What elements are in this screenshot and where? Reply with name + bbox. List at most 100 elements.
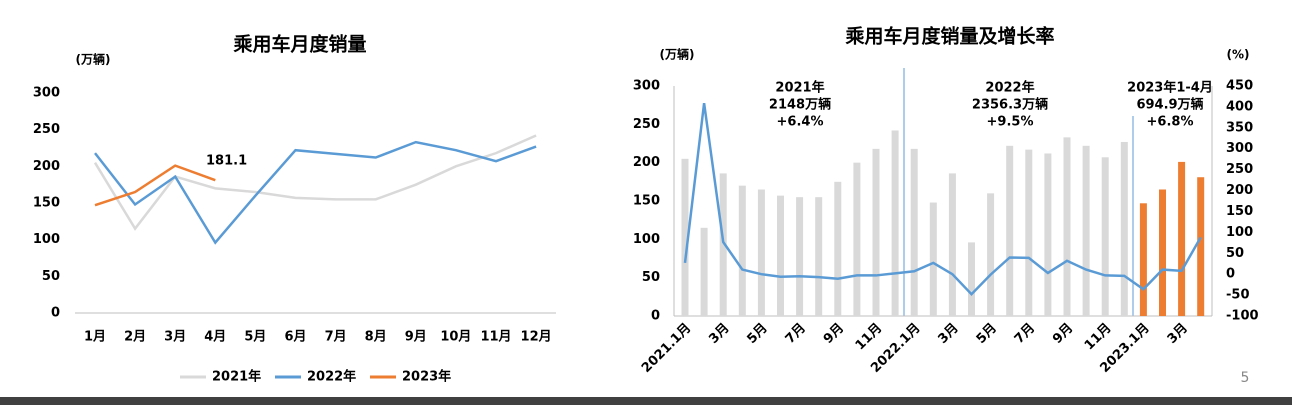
bar bbox=[853, 162, 861, 316]
annotation: 694.9万辆 bbox=[1136, 97, 1203, 113]
y2-tick-label: -100 bbox=[1226, 309, 1259, 324]
bar bbox=[968, 242, 975, 316]
bar bbox=[1025, 149, 1033, 316]
y2-tick-label: -50 bbox=[1226, 288, 1250, 303]
bar bbox=[948, 173, 956, 316]
line bbox=[94, 140, 537, 245]
line bbox=[93, 134, 537, 231]
bar bbox=[1101, 157, 1109, 316]
y-tick-label: 200 bbox=[633, 155, 660, 170]
line bbox=[683, 102, 1202, 297]
x-tick-label: 11月 bbox=[1082, 321, 1115, 354]
x-tick-label: 7月 bbox=[1012, 321, 1038, 347]
annotation: 2023年1-4月 bbox=[1127, 80, 1213, 96]
x-tick-label: 4月 bbox=[204, 330, 226, 345]
y2-tick-label: 0 bbox=[1226, 267, 1235, 282]
x-tick-label: 11月 bbox=[853, 321, 886, 354]
chart-title: 乘用车月度销量及增长率 bbox=[844, 25, 1054, 48]
annotation: +9.5% bbox=[987, 115, 1034, 130]
x-tick-label: 8月 bbox=[365, 330, 387, 345]
legend-label: 2022年 bbox=[307, 369, 356, 385]
bar bbox=[910, 148, 918, 316]
bar bbox=[777, 195, 784, 316]
bar bbox=[1044, 153, 1052, 316]
footer-bar bbox=[0, 397, 1292, 405]
annotation: 181.1 bbox=[206, 154, 247, 169]
y-tick-label: 250 bbox=[33, 122, 60, 137]
x-tick-label: 9月 bbox=[821, 321, 847, 347]
x-tick-label: 1月 bbox=[84, 330, 106, 345]
x-tick-label: 12月 bbox=[521, 330, 552, 345]
annotation: +6.4% bbox=[777, 115, 824, 130]
bar bbox=[1120, 141, 1128, 316]
annotation: +6.8% bbox=[1147, 115, 1194, 130]
x-tick-label: 7月 bbox=[325, 330, 347, 345]
y2-tick-label: 50 bbox=[1226, 246, 1244, 261]
x-tick-label: 3月 bbox=[1165, 321, 1191, 347]
bar bbox=[1063, 137, 1071, 316]
y-axis-label: (万辆) bbox=[660, 47, 695, 62]
line bbox=[94, 164, 216, 207]
y2-tick-label: 100 bbox=[1226, 225, 1253, 240]
legend-label: 2021年 bbox=[212, 369, 261, 385]
y-tick-label: 0 bbox=[51, 306, 60, 321]
bar bbox=[738, 185, 746, 316]
x-tick-label: 3月 bbox=[164, 330, 186, 345]
bar bbox=[834, 181, 842, 316]
y-tick-label: 150 bbox=[633, 194, 660, 209]
y2-tick-label: 250 bbox=[1226, 162, 1253, 177]
bar bbox=[1139, 203, 1147, 316]
annotation: 2356.3万辆 bbox=[972, 97, 1048, 113]
legend-label: 2023年 bbox=[402, 369, 451, 385]
y2-tick-label: 200 bbox=[1226, 183, 1253, 198]
annotation: 2022年 bbox=[985, 80, 1034, 96]
x-tick-label: 6月 bbox=[284, 330, 306, 345]
y2-tick-label: 350 bbox=[1226, 120, 1253, 135]
bar bbox=[1159, 189, 1166, 316]
x-tick-label: 10月 bbox=[440, 330, 471, 345]
y-tick-label: 250 bbox=[633, 117, 660, 132]
y2-tick-label: 150 bbox=[1226, 204, 1253, 219]
x-tick-label: 9月 bbox=[405, 330, 427, 345]
bar bbox=[700, 227, 708, 316]
y-tick-label: 100 bbox=[33, 232, 60, 247]
bar bbox=[891, 130, 899, 316]
bar bbox=[1178, 161, 1186, 316]
y-tick-label: 300 bbox=[33, 86, 60, 101]
x-tick-label: 11月 bbox=[480, 330, 511, 345]
chart-title: 乘用车月度销量 bbox=[232, 33, 366, 56]
page-number: 5 bbox=[1241, 370, 1250, 386]
y2-tick-label: 400 bbox=[1226, 99, 1253, 114]
bar bbox=[1197, 177, 1205, 316]
bar bbox=[796, 197, 804, 316]
y-axis-label: (万辆) bbox=[76, 52, 111, 67]
bar bbox=[719, 173, 727, 316]
annotation: 2021年 bbox=[775, 80, 824, 96]
bar bbox=[815, 197, 823, 316]
x-tick-label: 9月 bbox=[1050, 321, 1076, 347]
y-tick-label: 50 bbox=[642, 270, 660, 285]
x-tick-label: 2月 bbox=[124, 330, 146, 345]
x-tick-label: 5月 bbox=[745, 321, 771, 347]
y-tick-label: 200 bbox=[33, 159, 60, 174]
x-tick-label: 5月 bbox=[974, 321, 1000, 347]
bar bbox=[987, 193, 995, 316]
y-tick-label: 50 bbox=[42, 269, 60, 284]
y-tick-label: 0 bbox=[651, 309, 660, 324]
x-tick-label: 3月 bbox=[706, 321, 732, 347]
x-tick-label: 7月 bbox=[783, 321, 809, 347]
y-tick-label: 300 bbox=[633, 79, 660, 94]
bar bbox=[1006, 145, 1014, 316]
y-tick-label: 100 bbox=[633, 232, 660, 247]
y2-axis-label: (%) bbox=[1227, 48, 1250, 62]
bar bbox=[929, 202, 937, 316]
x-tick-label: 2021.1月 bbox=[639, 321, 694, 376]
bar bbox=[1082, 145, 1090, 316]
y2-tick-label: 450 bbox=[1226, 79, 1253, 94]
bar bbox=[681, 158, 689, 316]
y2-tick-label: 300 bbox=[1226, 141, 1253, 156]
annotation: 2148万辆 bbox=[769, 97, 831, 113]
bar bbox=[757, 189, 765, 316]
